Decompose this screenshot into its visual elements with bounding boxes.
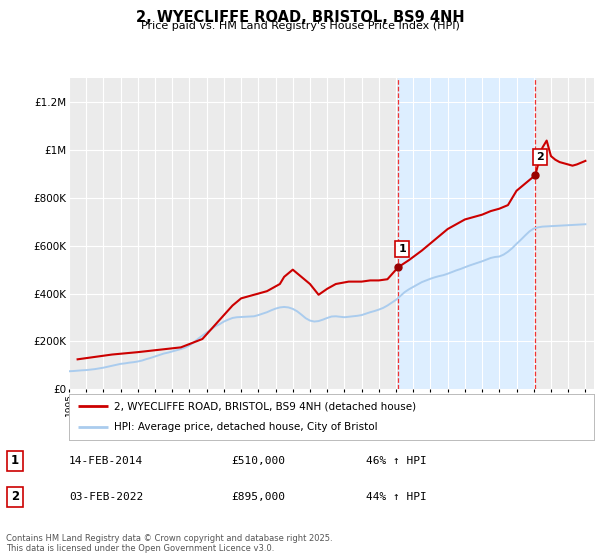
Text: 14-FEB-2014: 14-FEB-2014 xyxy=(69,456,143,465)
Text: 46% ↑ HPI: 46% ↑ HPI xyxy=(366,456,427,465)
Text: £895,000: £895,000 xyxy=(231,492,285,502)
Text: 2, WYECLIFFE ROAD, BRISTOL, BS9 4NH: 2, WYECLIFFE ROAD, BRISTOL, BS9 4NH xyxy=(136,10,464,25)
Text: 2: 2 xyxy=(11,491,19,503)
Text: Contains HM Land Registry data © Crown copyright and database right 2025.
This d: Contains HM Land Registry data © Crown c… xyxy=(6,534,332,553)
Text: HPI: Average price, detached house, City of Bristol: HPI: Average price, detached house, City… xyxy=(113,422,377,432)
Text: 2, WYECLIFFE ROAD, BRISTOL, BS9 4NH (detached house): 2, WYECLIFFE ROAD, BRISTOL, BS9 4NH (det… xyxy=(113,401,416,411)
Text: £510,000: £510,000 xyxy=(231,456,285,465)
Text: Price paid vs. HM Land Registry's House Price Index (HPI): Price paid vs. HM Land Registry's House … xyxy=(140,21,460,31)
Text: 1: 1 xyxy=(398,244,406,254)
Text: 2: 2 xyxy=(536,152,544,162)
Text: 03-FEB-2022: 03-FEB-2022 xyxy=(69,492,143,502)
Text: 1: 1 xyxy=(11,454,19,467)
Text: 44% ↑ HPI: 44% ↑ HPI xyxy=(366,492,427,502)
Bar xyxy=(398,78,535,389)
